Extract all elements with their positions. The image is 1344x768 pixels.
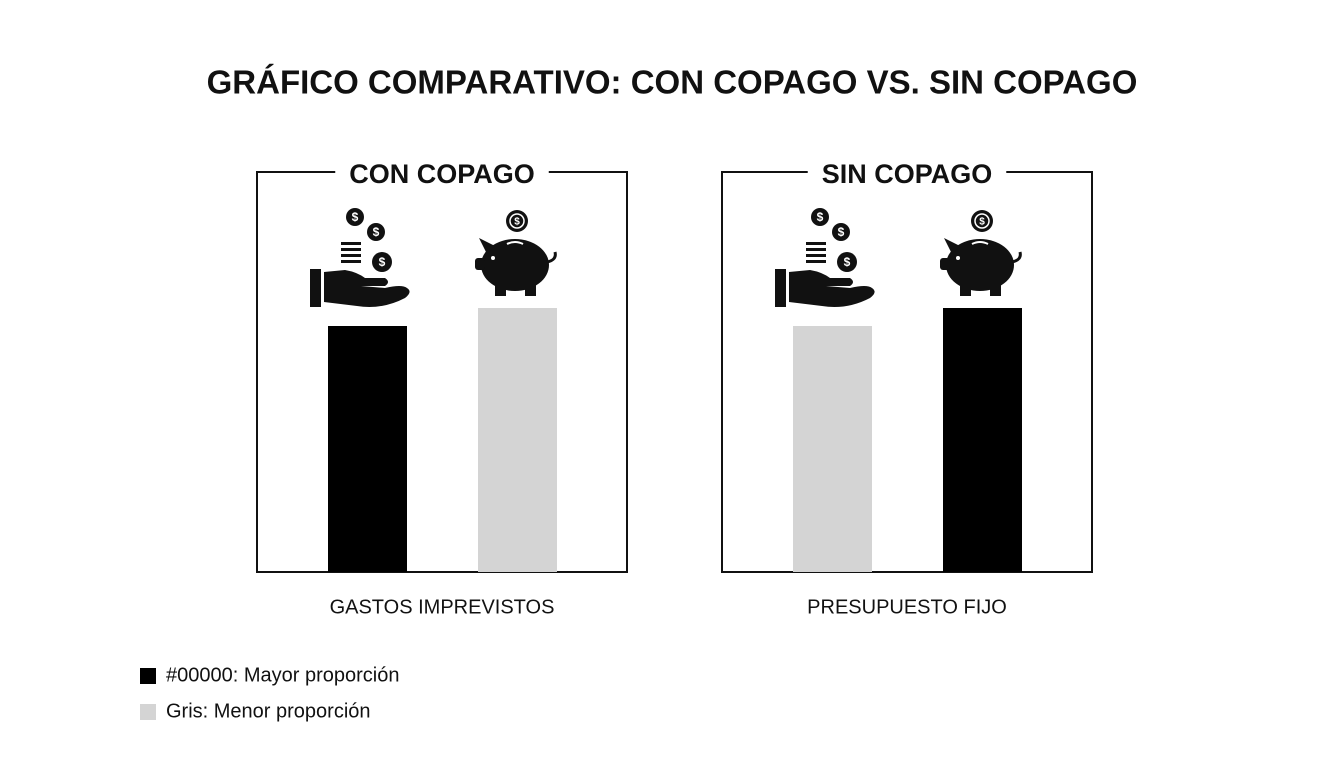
x-label: GASTOS IMPREVISTOS <box>330 596 555 618</box>
icons <box>308 206 557 309</box>
panel-title: CON COPAGO <box>349 159 535 189</box>
title-gap <box>807 168 1007 176</box>
bar <box>793 326 872 572</box>
legend-swatch <box>140 668 156 684</box>
legend-swatch <box>140 704 156 720</box>
panel-title: SIN COPAGO <box>822 159 993 189</box>
main-title: GRÁFICO COMPARATIVO: CON COPAGO VS. SIN … <box>207 64 1138 101</box>
panel-frame <box>721 171 1093 573</box>
bar <box>943 308 1022 572</box>
x-label: PRESUPUESTO FIJO <box>807 596 1007 618</box>
title-gap <box>335 168 549 176</box>
icons <box>773 206 1022 309</box>
legend-label: #00000: Mayor proporción <box>166 664 399 686</box>
panel-frame <box>256 171 628 573</box>
bar <box>478 308 557 572</box>
bar <box>328 326 407 572</box>
legend-label: Gris: Menor proporción <box>166 700 371 722</box>
